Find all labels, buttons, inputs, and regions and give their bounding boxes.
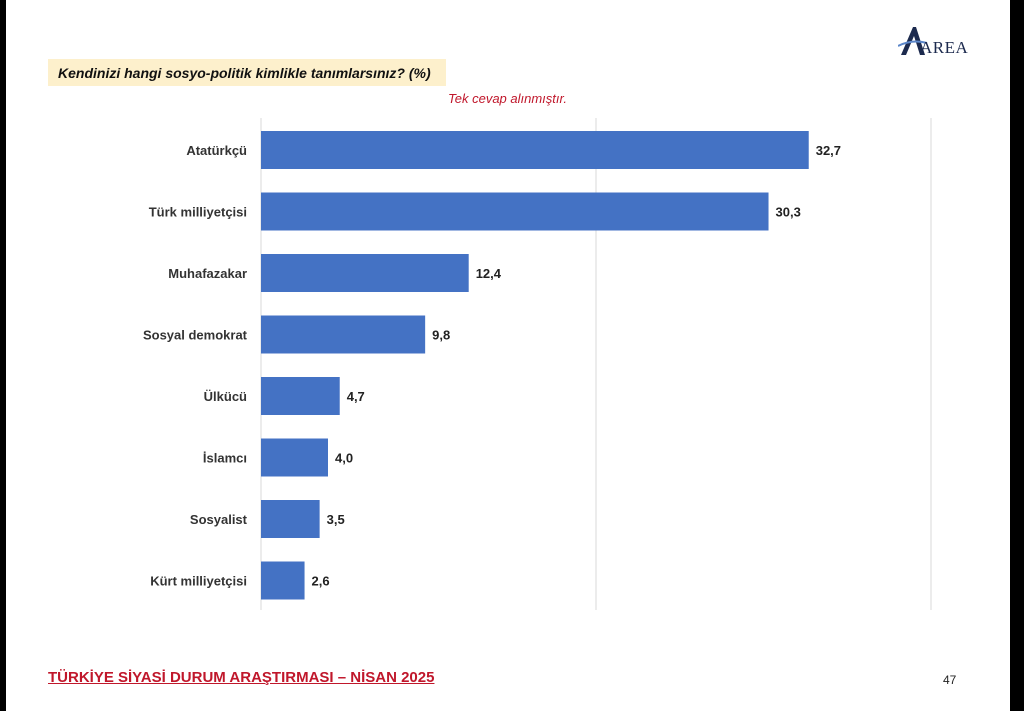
bar	[261, 315, 426, 354]
question-text: Kendinizi hangi sosyo-politik kimlikle t…	[58, 65, 431, 81]
value-label: 32,7	[816, 143, 841, 158]
category-label: Sosyal demokrat	[143, 328, 248, 343]
bar	[261, 131, 809, 169]
category-label: Sosyalist	[190, 512, 248, 527]
logo-mark-icon	[897, 27, 928, 55]
category-label: Kürt milliyetçisi	[150, 574, 247, 589]
question-box: Kendinizi hangi sosyo-politik kimlikle t…	[48, 59, 446, 86]
bar	[261, 438, 328, 477]
value-label: 12,4	[476, 266, 502, 281]
slide-page: Kendinizi hangi sosyo-politik kimlikle t…	[6, 0, 1010, 711]
category-label: Muhafazakar	[168, 266, 247, 281]
bar	[261, 192, 769, 231]
category-label: Ülkücü	[204, 389, 247, 404]
value-label: 9,8	[432, 328, 450, 343]
note-text: Tek cevap alınmıştır.	[448, 91, 567, 106]
footer-title: TÜRKİYE SİYASİ DURUM ARAŞTIRMASI – NİSAN…	[48, 669, 435, 686]
area-logo: AREA	[897, 24, 978, 58]
value-label: 2,6	[312, 574, 330, 589]
value-label: 30,3	[776, 205, 801, 220]
bar	[261, 500, 320, 538]
bar	[261, 254, 469, 292]
category-label: Atatürkçü	[186, 143, 247, 158]
logo-text: AREA	[920, 38, 969, 57]
category-label: Türk milliyetçisi	[149, 205, 247, 220]
value-label: 4,7	[347, 389, 365, 404]
bar	[261, 561, 305, 600]
value-label: 4,0	[335, 451, 353, 466]
page-number: 47	[943, 673, 957, 687]
category-label: İslamcı	[203, 451, 247, 466]
bar	[261, 377, 340, 415]
value-label: 3,5	[327, 512, 345, 527]
